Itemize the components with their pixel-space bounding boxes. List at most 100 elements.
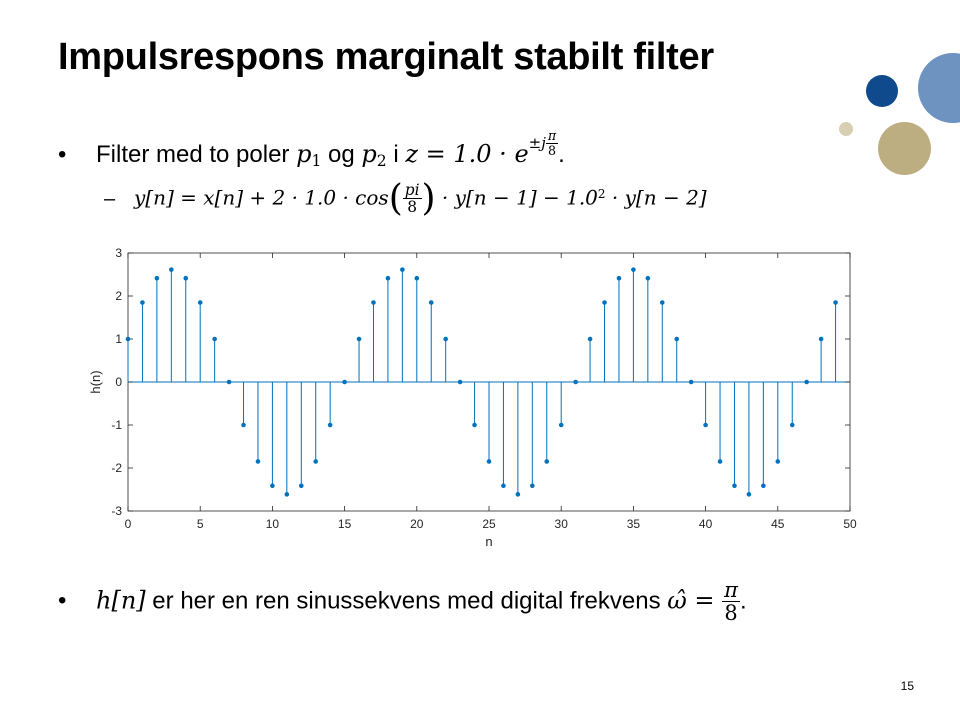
stem-marker — [327, 422, 333, 428]
hn-symbol: h[n] — [96, 586, 146, 615]
y-tick-label: 1 — [115, 332, 122, 346]
sub-bullet-equation: – y[n] = x[n] + 2 · 1.0 · cos(pi 8) · y[n … — [104, 181, 707, 217]
bullet-1-text-c: i — [386, 141, 406, 168]
y-tick-label: -1 — [111, 418, 122, 432]
pole-2-symbol: p — [361, 140, 377, 168]
stem-marker — [573, 379, 578, 385]
decorative-circle-tan — [878, 122, 931, 175]
x-tick-label: 0 — [125, 517, 132, 531]
omega-numerator: π — [724, 578, 738, 602]
cos-fraction: pi 8 — [402, 182, 422, 216]
stem-marker — [775, 459, 781, 464]
y-tick-label: 2 — [115, 289, 122, 303]
stem-marker — [125, 336, 131, 342]
x-tick-label: 20 — [410, 517, 424, 531]
bullet-2-end: . — [739, 587, 747, 615]
stem-marker — [602, 300, 607, 305]
stem-marker — [659, 300, 665, 305]
pole-2-subscript: 2 — [376, 151, 387, 170]
stem-marker — [428, 300, 434, 305]
bullet-symbol-2: • — [58, 587, 67, 615]
stem-marker — [457, 379, 463, 385]
stem-marker — [472, 422, 477, 428]
equation-rhs-b: · y[n − 2] — [605, 185, 707, 210]
x-tick-label: 45 — [771, 517, 785, 531]
pole-1-symbol: p — [296, 140, 312, 168]
z-expression: z = 1.0 · e — [405, 140, 529, 168]
stem-marker — [688, 379, 694, 385]
sub-bullet-symbol: – — [104, 187, 116, 210]
x-tick-label: 15 — [338, 517, 352, 531]
stem-marker — [298, 483, 304, 489]
stem-marker — [674, 336, 680, 342]
stem-marker — [761, 483, 766, 489]
impulse-response-stem-chart: 0 5 10 15 20 25 30 35 40 45 50 -3 -2 -1 0 1 2 3 n h(n) — [88, 246, 857, 549]
x-tick-label: 10 — [266, 517, 280, 531]
stem-marker — [501, 483, 506, 489]
y-tick-label: -2 — [111, 461, 122, 475]
stem-marker — [587, 336, 593, 342]
omega-denominator: 8 — [722, 601, 740, 624]
stem-marker — [789, 422, 795, 428]
omega-expression: ω̂ = — [667, 586, 723, 615]
equation-rhs-a: · y[n − 1] − 1.0 — [435, 185, 598, 210]
x-tick-label: 30 — [555, 517, 569, 531]
exponent-denominator: 8 — [545, 143, 559, 158]
equation-rhs-superscript: 2 — [597, 187, 606, 202]
left-paren: ( — [388, 178, 403, 219]
stem-marker — [284, 492, 290, 497]
stem-marker — [645, 275, 651, 281]
decorative-circle-small-tan — [839, 122, 853, 136]
equation-lhs: y[n] = x[n] + 2 · 1.0 · cos — [134, 185, 389, 210]
stem-marker — [703, 422, 708, 428]
stem-marker — [818, 336, 824, 342]
bullet-1: • Filter med to poler p1 og p2 i z = 1.0 … — [58, 130, 565, 172]
stem-marker — [197, 300, 203, 305]
exponent-numerator: π — [547, 128, 557, 144]
pole-1-subscript: 1 — [311, 151, 322, 170]
stem-marker — [342, 379, 347, 385]
stem-marker — [356, 336, 362, 342]
stem-marker — [443, 336, 448, 342]
stem-marker — [558, 422, 564, 428]
stem-marker — [530, 483, 535, 489]
stem-marker — [544, 459, 550, 464]
stem-marker — [313, 459, 319, 464]
stem-marker — [515, 492, 521, 497]
exponent-prefix: ±j — [528, 134, 546, 152]
stem-marker — [255, 459, 261, 464]
stem-marker — [400, 267, 405, 272]
stem-marker — [631, 267, 636, 272]
stem-marker — [154, 275, 160, 281]
page-number: 15 — [900, 679, 914, 693]
exponent: ±j π 8 — [528, 130, 559, 157]
cos-fraction-denominator: 8 — [402, 198, 422, 215]
bullet-symbol: • — [58, 141, 67, 168]
decorative-circle-dark-blue — [866, 75, 898, 107]
bullet-2: • h[n] er her en ren sinussekvens med dig… — [58, 580, 747, 624]
y-tick-label: 3 — [115, 246, 122, 260]
x-tick-label: 35 — [627, 517, 641, 531]
x-tick-label: 5 — [197, 517, 204, 531]
stem-marker — [616, 275, 622, 281]
stem-marker — [241, 422, 246, 428]
stem-marker — [414, 275, 420, 281]
stem-marker — [371, 300, 376, 305]
stem-marker — [833, 300, 838, 305]
slide-title: Impulsrespons marginalt stabilt filter — [58, 36, 714, 78]
x-axis-label: n — [485, 534, 492, 549]
stem-marker — [746, 492, 752, 497]
bullet-1-text-b: og — [321, 141, 362, 168]
bullet-2-text: er her en ren sinussekvens med digital f… — [145, 587, 668, 615]
stem-marker — [486, 459, 492, 464]
bullet-1-text-a: Filter med to poler — [96, 141, 297, 168]
stem-marker — [226, 379, 232, 385]
stem-marker — [183, 275, 189, 281]
right-paren: ) — [421, 178, 436, 219]
stem-marker — [717, 459, 723, 464]
bullet-1-end: . — [558, 141, 565, 168]
y-tick-label: -3 — [111, 504, 122, 518]
stem-marker — [169, 267, 174, 272]
